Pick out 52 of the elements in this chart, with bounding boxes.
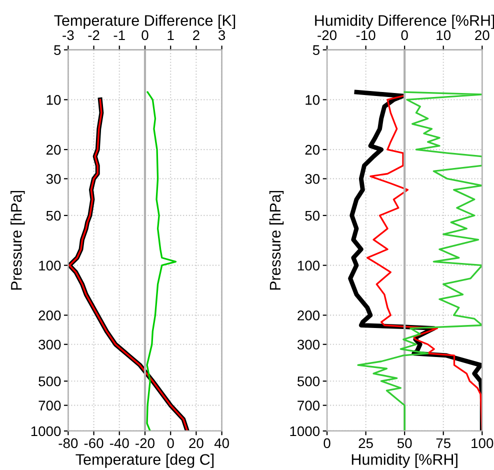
x-tick-label: 75 xyxy=(436,438,451,448)
y-tick-label: 10 xyxy=(306,95,320,105)
x-tick-label: -40 xyxy=(110,438,129,448)
y-tick-label: 50 xyxy=(46,210,61,221)
y-tick-label: 5 xyxy=(312,45,320,55)
x-tick-label: -60 xyxy=(84,438,104,448)
y-tick-label: 700 xyxy=(38,400,61,410)
x-tick-label: 0 xyxy=(167,438,174,448)
x2-tick-label: -1 xyxy=(114,30,125,40)
x2-tick-label: -3 xyxy=(62,30,74,40)
x-tick-label: 0 xyxy=(324,438,330,448)
y-axis-title: Pressure [hPa] xyxy=(269,190,284,290)
y-axis-title: Pressure [hPa] xyxy=(10,190,25,290)
y-tick-label: 700 xyxy=(298,400,320,410)
y-tick-label: 5 xyxy=(54,45,61,55)
y-tick-label: 500 xyxy=(38,376,61,386)
x2-tick-label: -2 xyxy=(88,30,100,40)
y-tick-label: 100 xyxy=(298,260,320,271)
x2-tick-label: 2 xyxy=(193,30,200,40)
x-tick-label: -20 xyxy=(136,438,154,448)
x2-axis-title: Temperature Difference [K] xyxy=(54,14,236,29)
y-tick-label: 300 xyxy=(38,340,61,350)
x2-tick-label: 0 xyxy=(401,30,408,40)
y-tick-label: 1000 xyxy=(31,426,61,436)
y-tick-label: 50 xyxy=(305,210,320,221)
x-tick-label: 40 xyxy=(214,438,229,448)
y-tick-label: 200 xyxy=(38,310,61,320)
y-tick-label: 30 xyxy=(46,174,61,184)
y-tick-label: 300 xyxy=(297,340,320,350)
x2-tick-label: 10 xyxy=(436,30,451,40)
y-tick-label: 20 xyxy=(46,144,61,155)
x2-tick-label: -20 xyxy=(318,30,337,40)
x-axis-title: Temperature [deg C] xyxy=(76,454,214,468)
x2-tick-label: 1 xyxy=(168,30,174,40)
y-tick-label: 100 xyxy=(39,260,61,271)
x-tick-label: 20 xyxy=(189,438,204,448)
x2-axis-title: Humidity Difference [%RH] xyxy=(315,14,494,29)
x2-tick-label: 3 xyxy=(218,30,226,40)
x2-tick-label: 0 xyxy=(142,30,148,40)
y-tick-label: 200 xyxy=(298,310,320,320)
x-tick-label: 25 xyxy=(358,438,373,448)
y-tick-label: 10 xyxy=(46,95,61,105)
y-tick-label: 20 xyxy=(305,144,320,155)
x2-tick-label: -10 xyxy=(356,30,376,40)
x2-tick-label: 20 xyxy=(475,30,490,40)
x-tick-label: 50 xyxy=(397,438,412,448)
y-tick-label: 500 xyxy=(297,376,320,386)
y-tick-label: 30 xyxy=(305,174,320,184)
x-axis-title: Humidity [%RH] xyxy=(352,454,458,468)
x-tick-label: -80 xyxy=(58,438,78,448)
y-tick-label: 1000 xyxy=(290,426,320,436)
x-tick-label: 100 xyxy=(472,438,494,448)
